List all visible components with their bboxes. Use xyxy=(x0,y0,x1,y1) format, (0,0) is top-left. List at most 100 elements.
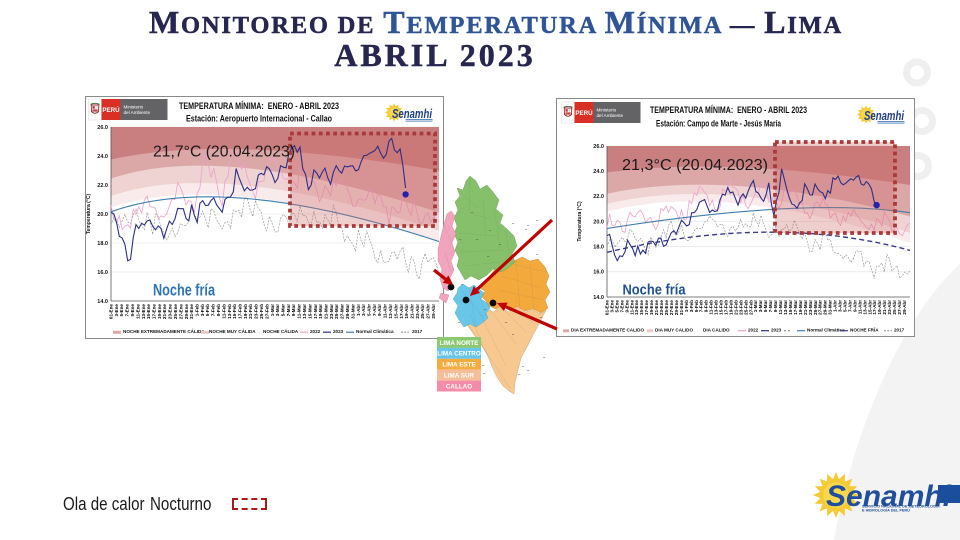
svg-text:15-Ene: 15-Ene xyxy=(146,304,151,320)
svg-text:19-Ene: 19-Ene xyxy=(649,300,654,316)
svg-text:11-Mar: 11-Mar xyxy=(778,300,783,315)
svg-text:Temperatura (°C): Temperatura (°C) xyxy=(577,201,583,242)
svg-text:Ministerio: Ministerio xyxy=(597,108,617,113)
svg-text:17-Mar: 17-Mar xyxy=(313,304,318,319)
svg-text:20.0: 20.0 xyxy=(593,219,604,225)
svg-text:7-Feb: 7-Feb xyxy=(699,300,704,312)
svg-text:2022: 2022 xyxy=(310,329,321,334)
svg-text:DIA CALIDO: DIA CALIDO xyxy=(703,328,730,333)
svg-text:Noche fría: Noche fría xyxy=(623,283,687,299)
svg-text:1-Mar: 1-Mar xyxy=(753,300,758,312)
svg-text:TEMPERATURA MÍNIMA: ENERO - A: TEMPERATURA MÍNIMA: ENERO - ABRIL 2023 xyxy=(650,105,807,115)
svg-text:19-Abr: 19-Abr xyxy=(877,300,882,315)
svg-text:13-Feb: 13-Feb xyxy=(714,300,719,315)
svg-text:11-Mar: 11-Mar xyxy=(297,304,302,319)
svg-text:01-Ene: 01-Ene xyxy=(605,300,610,316)
svg-text:LIMA NORTE: LIMA NORTE xyxy=(440,340,479,347)
svg-text:21-Ene: 21-Ene xyxy=(654,300,659,316)
svg-text:Temperatura (°C): Temperatura (°C) xyxy=(86,194,92,235)
svg-text:TEMPERATURA MÍNIMA: ENERO - A: TEMPERATURA MÍNIMA: ENERO - ABRIL 2023 xyxy=(179,101,339,111)
svg-text:7-Ene: 7-Ene xyxy=(619,300,624,313)
svg-text:11-Ene: 11-Ene xyxy=(629,300,634,315)
svg-text:3-Mar: 3-Mar xyxy=(275,304,280,316)
svg-text:17-Ene: 17-Ene xyxy=(152,304,157,320)
svg-text:17-Abr: 17-Abr xyxy=(872,300,877,315)
svg-text:13-Feb: 13-Feb xyxy=(227,304,232,319)
svg-text:15-Abr: 15-Abr xyxy=(393,304,398,319)
svg-text:27-Ene: 27-Ene xyxy=(178,304,183,320)
svg-text:18.0: 18.0 xyxy=(593,245,604,251)
svg-text:NOCHE FRÍA: NOCHE FRÍA xyxy=(850,326,879,333)
svg-text:7-Abr: 7-Abr xyxy=(372,304,377,316)
svg-text:NOCHE EXTREMADAMENTE CÁLIDA: NOCHE EXTREMADAMENTE CÁLIDA xyxy=(123,328,205,334)
svg-text:26.0: 26.0 xyxy=(97,125,108,131)
svg-text:3-Feb: 3-Feb xyxy=(689,300,694,312)
svg-text:DIA EXTREMADAMENTE CALIDO: DIA EXTREMADAMENTE CALIDO xyxy=(571,328,645,333)
svg-text:7-Abr: 7-Abr xyxy=(848,300,853,312)
svg-text:17-Feb: 17-Feb xyxy=(724,300,729,315)
svg-text:3-Ene: 3-Ene xyxy=(610,300,615,313)
svg-text:29-Mar: 29-Mar xyxy=(823,300,828,315)
svg-text:DIA MUY CALIDO: DIA MUY CALIDO xyxy=(655,328,693,333)
svg-text:5-Ene: 5-Ene xyxy=(119,304,124,317)
svg-text:27-Feb: 27-Feb xyxy=(264,304,269,319)
svg-text:19-Feb: 19-Feb xyxy=(243,304,248,319)
svg-text:PERÚ: PERÚ xyxy=(102,107,120,114)
svg-text:5-Abr: 5-Abr xyxy=(367,304,372,316)
svg-text:PERÚ: PERÚ xyxy=(575,110,593,117)
svg-text:5-Mar: 5-Mar xyxy=(763,300,768,312)
svg-text:2023: 2023 xyxy=(333,329,344,334)
svg-text:1-Abr: 1-Abr xyxy=(833,300,838,312)
svg-text:27-Mar: 27-Mar xyxy=(340,304,345,319)
svg-text:9-Abr: 9-Abr xyxy=(852,300,857,312)
svg-text:19-Feb: 19-Feb xyxy=(729,300,734,315)
svg-text:15-Ene: 15-Ene xyxy=(639,300,644,316)
svg-text:11-Feb: 11-Feb xyxy=(221,304,226,319)
svg-text:Senamhi: Senamhi xyxy=(864,108,904,123)
svg-text:13-Abr: 13-Abr xyxy=(862,300,867,315)
svg-text:21-Abr: 21-Abr xyxy=(410,304,415,319)
svg-text:23-Abr: 23-Abr xyxy=(887,300,892,315)
svg-text:21-Mar: 21-Mar xyxy=(803,300,808,315)
svg-text:7-Mar: 7-Mar xyxy=(286,304,291,316)
svg-text:21-Ene: 21-Ene xyxy=(162,304,167,320)
svg-text:2022: 2022 xyxy=(748,328,759,333)
svg-text:25-Ene: 25-Ene xyxy=(173,304,178,320)
svg-text:3-Feb: 3-Feb xyxy=(200,304,205,316)
svg-text:3-Abr: 3-Abr xyxy=(361,304,366,316)
svg-text:23-Mar: 23-Mar xyxy=(808,300,813,315)
svg-text:Normal Climática: Normal Climática xyxy=(356,329,394,334)
svg-text:16.0: 16.0 xyxy=(97,270,108,276)
svg-text:15-Feb: 15-Feb xyxy=(232,304,237,319)
svg-text:11-Abr: 11-Abr xyxy=(383,304,388,319)
svg-text:17-Mar: 17-Mar xyxy=(793,300,798,315)
svg-text:del Ambiente: del Ambiente xyxy=(124,110,151,115)
svg-text:9-Mar: 9-Mar xyxy=(291,304,296,316)
svg-text:CALLAO: CALLAO xyxy=(446,383,472,390)
svg-text:11-Abr: 11-Abr xyxy=(857,300,862,315)
svg-text:21,3°C (20.04.2023): 21,3°C (20.04.2023) xyxy=(622,157,768,174)
svg-text:23-Ene: 23-Ene xyxy=(659,300,664,316)
svg-text:LIMA ESTE: LIMA ESTE xyxy=(442,362,475,369)
svg-text:27-Abr: 27-Abr xyxy=(426,304,431,319)
svg-text:29-Abr: 29-Abr xyxy=(431,304,436,319)
svg-text:14.0: 14.0 xyxy=(593,295,604,301)
svg-text:9-Feb: 9-Feb xyxy=(216,304,221,316)
svg-text:22.0: 22.0 xyxy=(97,183,108,189)
svg-text:18.0: 18.0 xyxy=(97,241,108,247)
svg-text:15-Abr: 15-Abr xyxy=(867,300,872,315)
svg-text:27-Mar: 27-Mar xyxy=(818,300,823,315)
svg-text:19-Abr: 19-Abr xyxy=(404,304,409,319)
svg-text:1-Feb: 1-Feb xyxy=(684,300,689,312)
svg-text:21-Mar: 21-Mar xyxy=(324,304,329,319)
svg-text:11-Ene: 11-Ene xyxy=(135,304,140,319)
svg-text:25-Feb: 25-Feb xyxy=(259,304,264,319)
svg-text:27-Feb: 27-Feb xyxy=(748,300,753,315)
svg-text:27-Ene: 27-Ene xyxy=(669,300,674,316)
svg-text:21-Feb: 21-Feb xyxy=(248,304,253,319)
svg-text:24.0: 24.0 xyxy=(593,169,604,175)
svg-text:21,7°C (20.04.2023): 21,7°C (20.04.2023) xyxy=(153,144,295,161)
svg-text:5-Feb: 5-Feb xyxy=(694,300,699,312)
svg-text:13-Ene: 13-Ene xyxy=(141,304,146,320)
svg-text:29-Abr: 29-Abr xyxy=(902,300,907,315)
